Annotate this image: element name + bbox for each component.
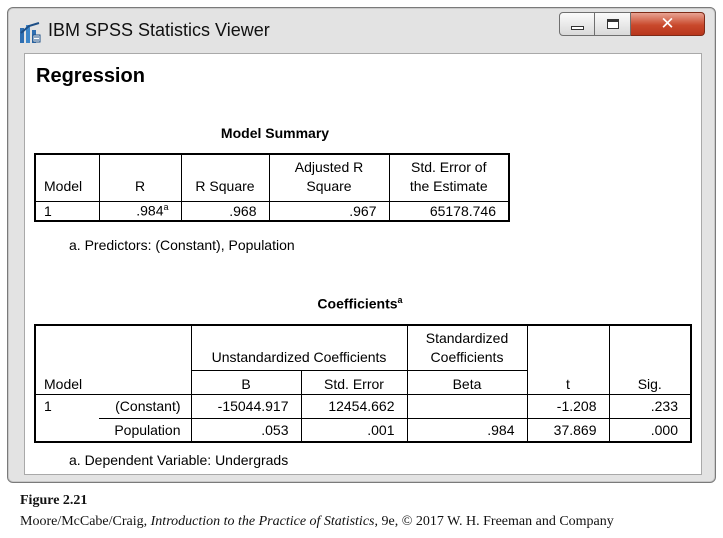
- cell-model: 1: [34, 200, 100, 222]
- header-standardized-coefficients: Standardized Coefficients: [406, 324, 528, 371]
- header-r-square: R Square: [180, 153, 270, 202]
- maximize-icon: [606, 19, 619, 29]
- header-blank: [99, 370, 192, 395]
- minimize-button[interactable]: [559, 12, 595, 36]
- coefficients-header-row: Model B Std. Error Beta t Sig.: [34, 369, 692, 395]
- cell-r-square: .968: [180, 200, 270, 222]
- output-viewer-pane[interactable]: Regression Model Summary Model R R Squar…: [24, 53, 702, 475]
- header-b: B: [190, 369, 302, 395]
- header-std-error: Std. Error: [300, 369, 408, 395]
- header-std-error-line2: the Estimate: [409, 177, 488, 194]
- header-model: Model: [34, 370, 99, 395]
- header-std-error-line1: Std. Error of: [411, 158, 487, 175]
- figure-label: Figure 2.21: [20, 493, 88, 508]
- cell-t: 37.869: [526, 417, 610, 443]
- coefficients-table[interactable]: Unstandardized Coefficients Standardized…: [34, 324, 692, 443]
- header-beta: Beta: [406, 369, 528, 395]
- table-row: 1 (Constant) -15044.917 12454.662 -1.208…: [34, 393, 692, 419]
- close-icon: ✕: [660, 13, 675, 34]
- model-summary-header-row: Model R R Square Adjusted R Square Std. E…: [34, 153, 510, 202]
- cell-term: Population: [99, 417, 192, 443]
- table-row: Population .053 .001 .984 37.869 .000: [34, 417, 692, 443]
- spss-viewer-window: IBM SPSS Statistics Viewer ✕ Regression …: [7, 7, 716, 483]
- model-summary-footnote: a. Predictors: (Constant), Population: [69, 237, 295, 253]
- cell-r-value: .984: [136, 203, 164, 220]
- header-model: Model: [34, 153, 100, 202]
- cell-b: .053: [190, 417, 302, 443]
- title-bar[interactable]: IBM SPSS Statistics Viewer ✕: [8, 8, 715, 52]
- footnote-marker: a: [163, 202, 169, 213]
- header-blank: [526, 324, 610, 370]
- cell-model: [34, 418, 99, 443]
- model-summary-table[interactable]: Model R R Square Adjusted R Square Std. E…: [34, 153, 510, 222]
- minimize-icon: [570, 26, 584, 30]
- credit-book-title: Introduction to the Practice of Statisti…: [150, 514, 375, 529]
- header-blank: [99, 324, 192, 370]
- window-controls: ✕: [559, 12, 705, 36]
- figure-credit: Moore/McCabe/Craig, Introduction to the …: [20, 514, 614, 530]
- header-unstandardized-coefficients: Unstandardized Coefficients: [190, 324, 408, 371]
- header-sig: Sig.: [608, 370, 692, 395]
- coefficients-footnote: a. Dependent Variable: Undergrads: [69, 452, 289, 468]
- model-summary-title: Model Summary: [220, 125, 330, 141]
- cell-beta: [406, 393, 528, 419]
- cell-t: -1.208: [526, 393, 610, 419]
- header-adjusted-r-line1: Adjusted R: [294, 158, 364, 175]
- coefficients-group-header-row: Unstandardized Coefficients Standardized…: [34, 324, 692, 371]
- header-blank: [608, 324, 692, 370]
- cell-sig: .000: [608, 417, 692, 443]
- coefficients-title-note: a: [397, 295, 403, 305]
- cell-term: (Constant): [99, 393, 192, 419]
- header-adjusted-r-line2: Square: [306, 177, 352, 194]
- cell-std-error: 65178.746: [388, 200, 510, 222]
- window-title: IBM SPSS Statistics Viewer: [48, 20, 270, 40]
- credit-rest: , 9e, © 2017 W. H. Freeman and Company: [374, 514, 614, 529]
- cell-adjusted-r-square: .967: [268, 200, 390, 222]
- header-blank: [34, 324, 99, 370]
- cell-r: .984a: [98, 200, 182, 222]
- cell-beta: .984: [406, 417, 528, 443]
- cell-std-error: .001: [300, 417, 408, 443]
- cell-sig: .233: [608, 393, 692, 419]
- cell-model: 1: [34, 393, 99, 418]
- coefficients-title-text: Coefficients: [317, 295, 398, 312]
- table-row: 1 .984a .968 .967 65178.746: [34, 200, 510, 222]
- procedure-heading: Regression: [36, 65, 145, 87]
- cell-b: -15044.917: [190, 393, 302, 419]
- header-std-error-estimate: Std. Error of the Estimate: [388, 153, 510, 202]
- header-r: R: [98, 153, 182, 202]
- header-standardized-line2: Coefficients: [430, 348, 504, 365]
- coefficients-title: Coefficientsa: [295, 295, 425, 312]
- header-adjusted-r-square: Adjusted R Square: [268, 153, 390, 202]
- cell-std-error: 12454.662: [300, 393, 408, 419]
- close-button[interactable]: ✕: [631, 12, 705, 36]
- header-t: t: [526, 370, 610, 395]
- spss-viewer-icon: [20, 22, 41, 43]
- header-standardized-line1: Standardized: [425, 329, 509, 346]
- credit-authors: Moore/McCabe/Craig,: [20, 514, 151, 529]
- maximize-button[interactable]: [595, 12, 631, 36]
